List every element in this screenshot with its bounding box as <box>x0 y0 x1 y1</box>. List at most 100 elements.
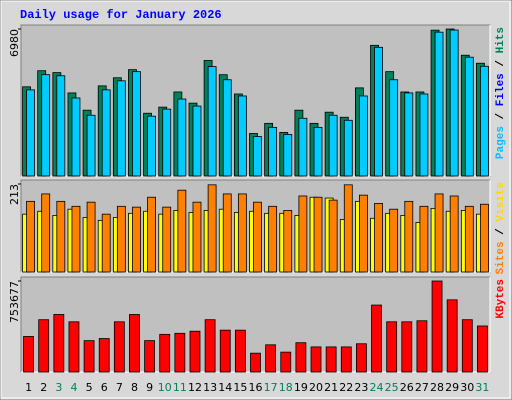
x-tick-label: 15 <box>233 381 247 394</box>
bar <box>41 193 51 273</box>
bar <box>56 200 66 273</box>
x-tick-label: 3 <box>55 381 62 394</box>
bar <box>192 105 202 177</box>
bar <box>132 71 141 177</box>
bar <box>449 195 459 273</box>
x-tick-label: 27 <box>415 381 429 394</box>
bar <box>401 321 413 373</box>
bar <box>162 108 172 177</box>
side-label: Pages / Files / Hits <box>495 27 507 159</box>
side-label-part: KBytes <box>495 279 507 319</box>
bar <box>313 196 323 273</box>
x-tick-label: 20 <box>309 381 323 394</box>
x-tick-label: 4 <box>70 381 77 394</box>
bar <box>431 280 443 373</box>
bar <box>86 201 96 273</box>
bar <box>480 203 489 273</box>
x-tick-label: 19 <box>294 381 308 394</box>
bar <box>101 89 111 177</box>
x-tick-label: 2 <box>40 381 47 394</box>
bar <box>177 189 187 273</box>
bar <box>359 95 368 177</box>
x-tick-label: 13 <box>203 381 217 394</box>
side-label-part: / <box>495 53 507 73</box>
x-tick-label: 12 <box>188 381 202 394</box>
x-tick-label: 11 <box>173 381 187 394</box>
bar <box>189 330 201 373</box>
side-label-part: Sites <box>495 241 507 274</box>
bar <box>86 114 96 177</box>
bar <box>207 66 217 177</box>
bar <box>53 314 65 373</box>
x-tick-label: 29 <box>445 381 459 394</box>
bar <box>219 329 231 373</box>
bar <box>434 31 444 177</box>
bar <box>295 342 307 373</box>
side-label: Sites / Visits <box>495 182 507 274</box>
bar <box>480 65 489 177</box>
side-label-part: / <box>495 222 507 242</box>
x-tick-label: 14 <box>218 381 232 394</box>
bar <box>207 184 217 273</box>
bar <box>147 115 156 177</box>
bar <box>253 201 262 273</box>
bar <box>68 321 80 373</box>
bar <box>404 200 414 273</box>
bar <box>343 184 353 273</box>
bar <box>464 56 474 177</box>
bar <box>356 343 367 373</box>
bar <box>41 74 51 177</box>
bar <box>129 314 140 373</box>
side-label-part: Hits <box>495 27 507 53</box>
bar <box>116 205 126 273</box>
bar <box>26 200 35 273</box>
bar <box>222 79 232 177</box>
y-tick-label: 6980 <box>8 29 21 57</box>
bar <box>419 205 429 273</box>
bar <box>71 97 81 177</box>
chart-title: Daily usage for January 2026 <box>20 8 222 22</box>
bar <box>386 321 398 373</box>
x-tick-label: 23 <box>354 381 368 394</box>
bar <box>389 208 399 273</box>
bar <box>280 351 292 373</box>
x-tick-label: 17 <box>264 381 278 394</box>
bar <box>147 196 156 273</box>
bar <box>404 92 414 177</box>
bar <box>222 193 232 273</box>
bar <box>340 346 352 373</box>
bar <box>416 320 428 373</box>
bar <box>174 332 186 373</box>
bar <box>374 46 383 177</box>
x-tick-label: 18 <box>279 381 293 394</box>
y-tick-label: 213 <box>8 184 21 205</box>
bar <box>71 205 81 273</box>
x-tick-label: 24 <box>370 381 384 394</box>
x-tick-label: 16 <box>249 381 263 394</box>
bar <box>359 194 368 273</box>
bar <box>162 206 172 273</box>
bar <box>38 319 50 373</box>
bar <box>449 29 459 177</box>
bar <box>265 344 277 373</box>
bar <box>477 325 488 373</box>
bar <box>98 338 110 373</box>
bar <box>234 329 246 373</box>
bar <box>461 319 473 373</box>
bar <box>313 126 323 177</box>
x-tick-label: 6 <box>101 381 108 394</box>
side-label-part: Visits <box>495 182 507 222</box>
bar <box>253 136 262 177</box>
bar <box>419 93 429 177</box>
bar <box>192 201 202 273</box>
bar <box>56 75 66 177</box>
x-tick-label: 8 <box>131 381 138 394</box>
bar <box>283 134 293 177</box>
bar <box>446 299 458 373</box>
bar <box>298 117 308 177</box>
bar <box>283 210 293 273</box>
x-tick-label: 31 <box>475 381 489 394</box>
x-tick-label: 25 <box>385 381 399 394</box>
